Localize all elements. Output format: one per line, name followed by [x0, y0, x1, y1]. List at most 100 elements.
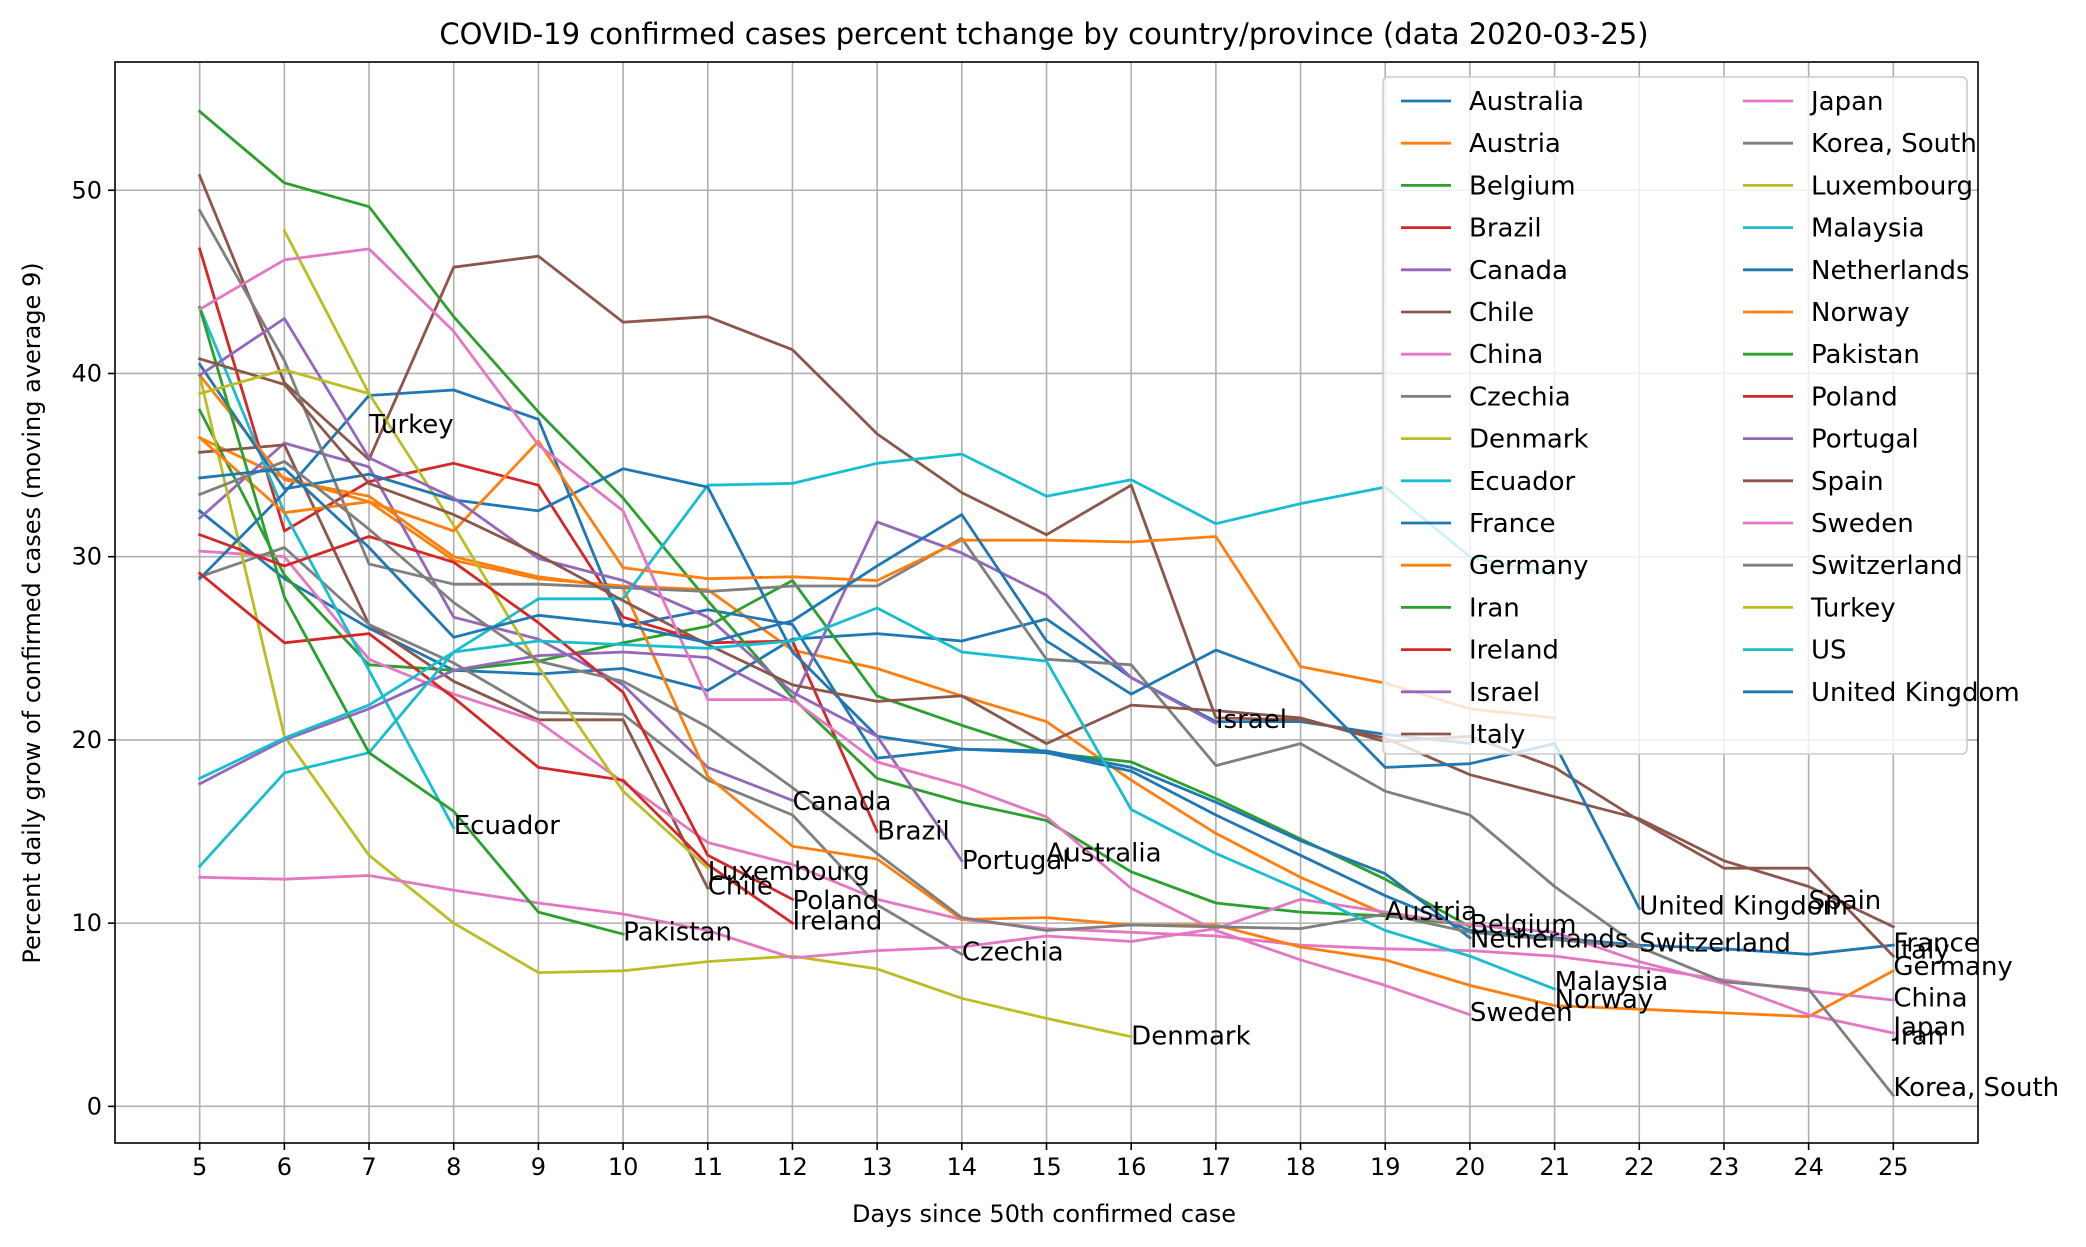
legend-entry: Portugal [1811, 425, 1919, 455]
end-label: Canada [792, 787, 891, 817]
x-tick-label: 10 [608, 1153, 639, 1181]
x-axis-label: Days since 50th confirmed case [852, 1200, 1236, 1228]
series-line-malaysia [197, 452, 1557, 869]
end-label: Korea, South [1893, 1073, 2059, 1103]
end-label: Malaysia [1555, 967, 1669, 997]
legend: Australia Austria Belgium Brazil Canada Chile… [1382, 76, 2020, 755]
end-label: Portugal [962, 846, 1070, 876]
end-label: Spain [1809, 886, 1882, 916]
x-tick-label: 18 [1285, 1153, 1316, 1181]
x-tick-label: 6 [277, 1153, 292, 1181]
legend-box [1382, 76, 1968, 755]
legend-entry: Austria [1469, 129, 1561, 159]
series-line-china [198, 549, 1895, 1002]
end-label: Australia [1047, 839, 1162, 869]
series-line-ecuador [197, 305, 456, 830]
legend-entry: France [1469, 509, 1555, 539]
x-tick-label: 5 [192, 1153, 207, 1181]
x-tick-label: 23 [1709, 1153, 1740, 1181]
series-line-france [197, 388, 1895, 956]
y-tick-label: 30 [71, 543, 102, 571]
end-label: Poland [792, 886, 879, 916]
series-line-ireland [197, 571, 795, 926]
legend-entry: Malaysia [1811, 214, 1925, 244]
legend-entry: Denmark [1469, 425, 1589, 455]
legend-entry: Switzerland [1811, 551, 1963, 581]
series-line-us [197, 606, 1557, 991]
legend-entry: Luxembourg [1811, 171, 1973, 201]
end-label: Sweden [1470, 998, 1573, 1028]
series-lines [197, 109, 1896, 1098]
y-tick-label: 20 [71, 726, 102, 754]
legend-entry: Ireland [1469, 636, 1559, 666]
end-label: Austria [1385, 897, 1477, 927]
series-line-united-kingdom [198, 467, 1642, 911]
series-line-germany [197, 373, 1896, 1018]
series-line-luxembourg [282, 228, 710, 871]
x-tick-label: 12 [777, 1153, 808, 1181]
legend-entry: Australia [1469, 87, 1584, 117]
legend-entry: US [1811, 636, 1847, 666]
legend-entry: Czechia [1469, 382, 1571, 412]
x-tick-label: 20 [1455, 1153, 1486, 1181]
end-label: Czechia [962, 937, 1064, 967]
legend-entry: Brazil [1469, 214, 1542, 244]
end-label: China [1893, 983, 1967, 1013]
end-label: Pakistan [623, 917, 732, 947]
end-label: Brazil [877, 817, 950, 847]
series-line-sweden [197, 247, 1472, 1017]
x-tick-label: 19 [1370, 1153, 1401, 1181]
series-line-belgium [197, 408, 1472, 929]
series-line-chile [198, 443, 710, 891]
series-line-czechia [197, 546, 964, 957]
x-tick-label: 8 [446, 1153, 461, 1181]
legend-entry: Norway [1811, 298, 1910, 328]
legend-entry: Chile [1469, 298, 1534, 328]
series-line-turkey [197, 368, 371, 396]
x-tick-label: 14 [947, 1153, 978, 1181]
end-label: Ecuador [454, 811, 561, 841]
y-tick-label: 40 [71, 359, 102, 387]
end-label: Denmark [1131, 1022, 1251, 1052]
end-label: Italy [1893, 936, 1949, 966]
series-line-japan [198, 874, 1895, 1035]
series-line-brazil [197, 247, 879, 834]
x-tick-label: 21 [1539, 1153, 1570, 1181]
x-tick-label: 16 [1116, 1153, 1147, 1181]
legend-entry: Israel [1469, 678, 1540, 708]
legend-entry: Turkey [1810, 593, 1896, 623]
end-label: Japan [1891, 1013, 1966, 1043]
series-line-poland [197, 532, 795, 902]
legend-entry: Japan [1809, 87, 1884, 117]
end-label: Netherlands [1470, 925, 1629, 955]
end-label: Belgium [1470, 910, 1577, 940]
series-line-iran [197, 109, 1472, 927]
x-tick-label: 15 [1031, 1153, 1062, 1181]
x-tick-label: 22 [1624, 1153, 1655, 1181]
x-tick-label: 24 [1793, 1153, 1824, 1181]
legend-entry: Germany [1469, 551, 1589, 581]
y-axis-ticks: 0 10 20 30 40 50 [71, 176, 115, 1120]
series-line-pakistan [197, 305, 625, 936]
series-line-italy [197, 173, 1896, 929]
x-tick-label: 11 [692, 1153, 723, 1181]
legend-entry: Netherlands [1811, 256, 1970, 286]
y-tick-label: 0 [87, 1092, 102, 1120]
series-line-spain [197, 357, 1896, 959]
legend-entry: Spain [1811, 467, 1884, 497]
x-tick-label: 9 [531, 1153, 546, 1181]
series-line-norway [197, 435, 1557, 720]
legend-entry: Canada [1469, 256, 1568, 286]
series-line-israel [197, 520, 1218, 786]
x-axis-ticks: 5 6 7 8 9 10 11 12 13 14 15 16 17 18 19 20 21 22 23 24 25 [192, 1143, 1909, 1181]
end-label: Luxembourg [708, 857, 870, 887]
legend-entry: Pakistan [1811, 340, 1920, 370]
legend-entry: United Kingdom [1811, 678, 2020, 708]
end-label: Israel [1216, 705, 1287, 735]
legend-entry: Belgium [1469, 171, 1576, 201]
legend-entry: China [1469, 340, 1543, 370]
series-line-denmark [198, 373, 1133, 1039]
legend-entry: Poland [1811, 382, 1898, 412]
